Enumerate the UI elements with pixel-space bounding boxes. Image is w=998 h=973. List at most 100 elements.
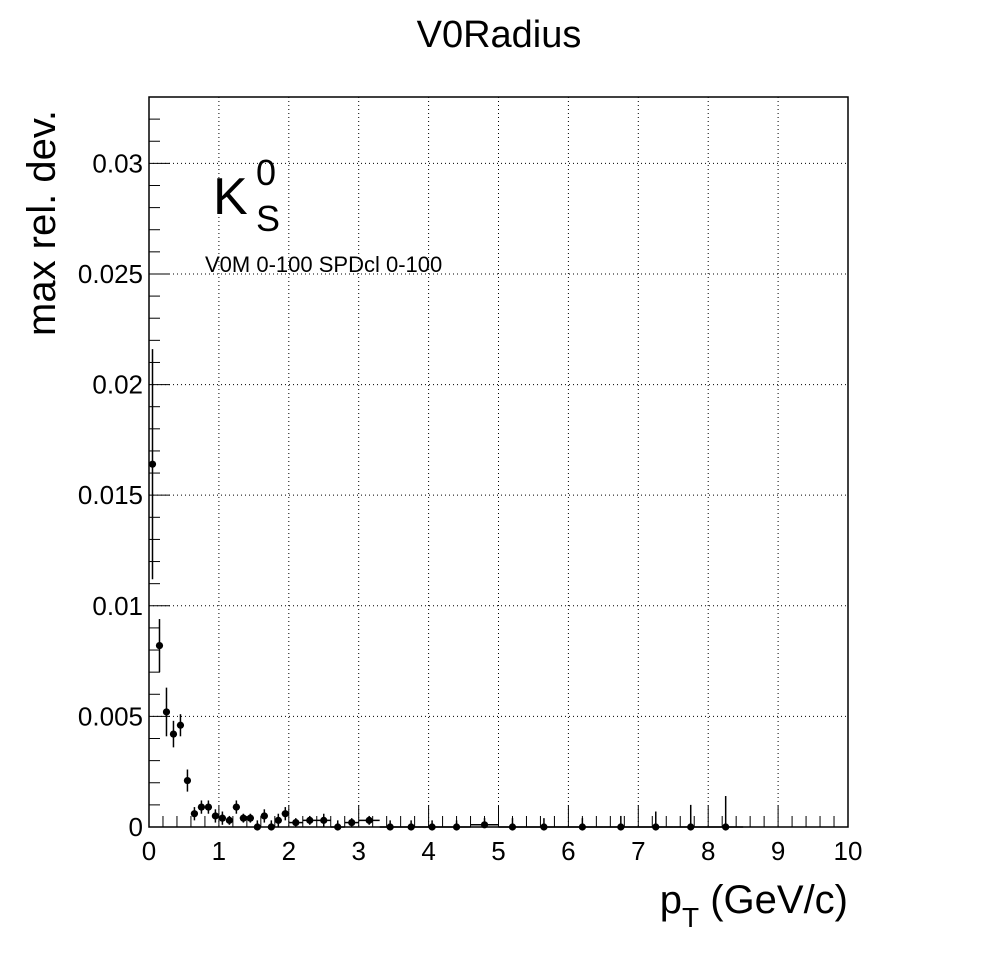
marker (540, 823, 548, 831)
data-point (358, 815, 380, 825)
data-point (638, 811, 674, 831)
marker (320, 816, 328, 824)
data-point (267, 820, 275, 831)
marker (218, 814, 226, 822)
marker (652, 823, 660, 831)
data-point (155, 619, 164, 673)
data-point (232, 800, 240, 814)
data-point (260, 809, 268, 823)
axis-ticks (148, 96, 849, 828)
marker (148, 460, 157, 468)
data-point (211, 809, 220, 823)
data-point (239, 813, 247, 823)
x-axis-title-main: p (660, 878, 682, 922)
particle-symbol: K (213, 168, 248, 226)
data-point (400, 820, 422, 831)
data-point (183, 769, 192, 792)
x-tick-label: 8 (701, 836, 715, 866)
y-tick-label: 0 (129, 812, 143, 842)
data-point (204, 800, 213, 814)
marker (197, 803, 206, 811)
grid (149, 97, 848, 827)
particle-subscript: S (256, 198, 280, 239)
data-point (281, 807, 289, 821)
x-tick-label: 6 (561, 836, 575, 866)
marker (162, 708, 171, 716)
marker (386, 823, 394, 831)
y-tick-label: 0.025 (78, 259, 143, 289)
data-point (526, 818, 562, 831)
x-axis-title-sub: T (682, 902, 699, 933)
data-point (253, 820, 261, 831)
marker (334, 823, 342, 831)
marker (508, 823, 517, 831)
data-point (302, 815, 317, 825)
data-point (673, 804, 709, 831)
data-point (498, 818, 527, 831)
y-axis-title: max rel. dev. (20, 110, 64, 336)
marker (452, 823, 461, 831)
chart-title: V0Radius (417, 14, 582, 56)
data-point (330, 820, 345, 831)
particle-label: K 0 S (213, 152, 280, 239)
data-points (148, 349, 744, 831)
x-tick-label: 7 (631, 836, 645, 866)
data-point (246, 813, 254, 823)
x-tick-label: 1 (212, 836, 226, 866)
marker (204, 803, 213, 811)
data-point (197, 800, 206, 814)
x-tick-label: 10 (834, 836, 863, 866)
marker (190, 810, 199, 818)
x-tick-label: 5 (491, 836, 505, 866)
marker (281, 810, 289, 818)
data-point (442, 820, 471, 831)
x-tick-label: 9 (771, 836, 785, 866)
y-tick-labels: 0 0.005 0.01 0.015 0.02 0.025 0.03 (78, 148, 143, 842)
marker (480, 821, 489, 829)
y-tick-label: 0.015 (78, 480, 143, 510)
data-point (561, 818, 604, 831)
marker (306, 816, 314, 824)
marker (274, 816, 282, 824)
y-tick-label: 0.005 (78, 701, 143, 731)
marker (155, 642, 164, 650)
marker (292, 818, 300, 827)
marker (260, 812, 268, 820)
marker (267, 823, 275, 831)
marker (169, 730, 178, 738)
data-point (421, 820, 443, 831)
data-point (274, 813, 282, 827)
data-point (169, 720, 178, 748)
marker (225, 816, 233, 824)
marker (246, 814, 254, 822)
marker (348, 818, 356, 827)
data-point (225, 815, 233, 825)
marker (407, 823, 415, 831)
data-point (603, 815, 639, 831)
marker (183, 776, 192, 785)
marker (578, 823, 586, 831)
data-point (288, 818, 303, 827)
marker (617, 823, 625, 831)
marker (722, 823, 730, 831)
selection-annotation: V0M 0-100 SPDcl 0-100 (205, 252, 442, 277)
x-tick-label: 0 (142, 836, 156, 866)
particle-superscript: 0 (256, 152, 276, 193)
x-tick-label: 3 (351, 836, 365, 866)
data-point (344, 818, 359, 827)
data-point (176, 714, 185, 737)
y-tick-label: 0.01 (92, 591, 143, 621)
data-point (316, 813, 331, 827)
marker (253, 823, 261, 831)
x-axis-title-unit: (GeV/c) (699, 878, 848, 922)
marker (365, 816, 373, 824)
data-point (470, 818, 499, 829)
data-point (148, 349, 157, 580)
x-tick-label: 4 (421, 836, 435, 866)
y-tick-label: 0.02 (92, 370, 143, 400)
marker (239, 814, 247, 822)
marker (232, 803, 240, 811)
data-point (379, 820, 401, 831)
marker (176, 721, 185, 729)
